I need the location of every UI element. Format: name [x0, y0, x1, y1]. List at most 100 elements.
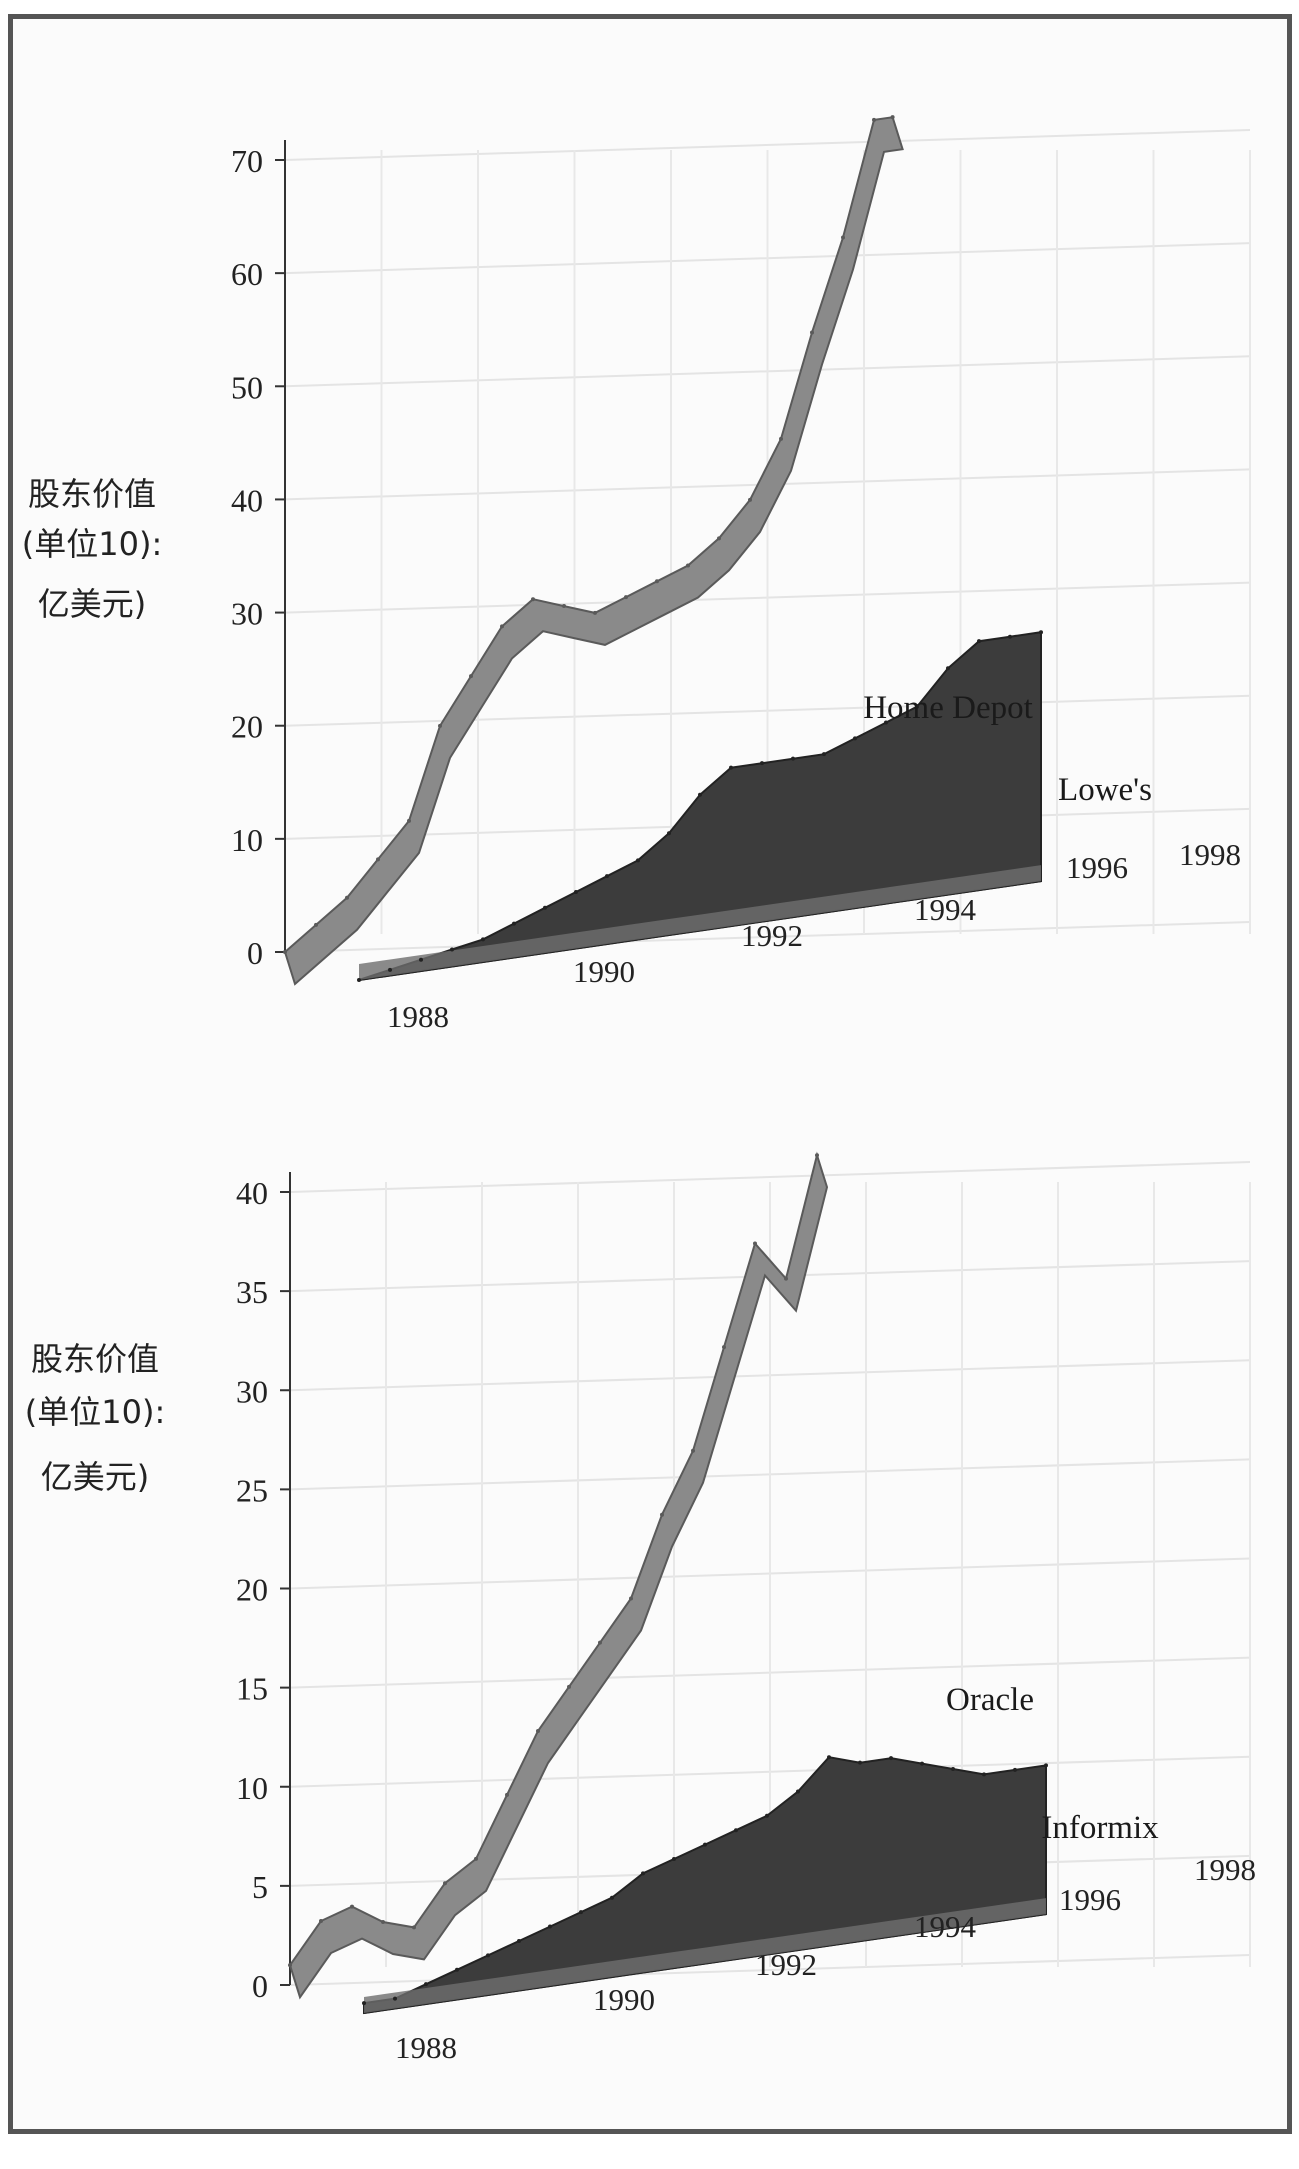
data-point-lowe-s — [698, 792, 702, 797]
data-point-oracle — [567, 1684, 571, 1689]
y-tick-label: 5 — [252, 1869, 268, 1905]
data-point-oracle — [412, 1925, 416, 1930]
y-tick-label: 40 — [231, 482, 263, 518]
y-tick-label: 40 — [236, 1175, 268, 1211]
data-point-home-depot — [469, 674, 473, 679]
series-label-home-depot: Home Depot — [863, 690, 1033, 726]
y-tick-label: 25 — [236, 1472, 268, 1508]
data-point-oracle — [784, 1276, 788, 1281]
data-point-oracle — [722, 1345, 726, 1350]
data-point-informix — [548, 1924, 552, 1929]
data-point-informix — [827, 1755, 831, 1760]
data-point-informix — [734, 1828, 738, 1833]
data-point-oracle — [753, 1241, 757, 1246]
y-axis-label: 股东价值 — [31, 1340, 159, 1378]
data-point-home-depot — [438, 723, 442, 728]
figure-frame — [8, 14, 1292, 2134]
x-tick-label: 1992 — [755, 1947, 817, 1982]
data-point-home-depot — [407, 818, 411, 823]
data-point-home-depot — [283, 950, 287, 954]
x-tick-label: 1990 — [593, 1982, 655, 2017]
data-point-home-depot — [686, 563, 690, 568]
series-label-oracle: Oracle — [946, 1682, 1034, 1718]
series-face-informix — [364, 1898, 1046, 2013]
data-point-lowe-s — [946, 666, 950, 671]
data-point-oracle — [319, 1919, 323, 1924]
data-point-home-depot — [841, 235, 845, 240]
x-tick-label: 1992 — [741, 918, 803, 953]
data-point-lowe-s — [605, 874, 609, 879]
y-tick-label: 30 — [231, 596, 263, 632]
data-point-home-depot — [655, 579, 659, 584]
data-point-lowe-s — [636, 858, 640, 863]
data-point-oracle — [536, 1728, 540, 1733]
data-point-informix — [579, 1910, 583, 1915]
data-point-lowe-s — [977, 639, 981, 644]
data-point-home-depot — [717, 536, 721, 541]
data-point-lowe-s — [667, 831, 671, 836]
y-axis-label: 亿美元) — [38, 585, 147, 623]
data-point-informix — [517, 1938, 521, 1943]
data-point-informix — [1044, 1763, 1048, 1768]
x-tick-label: 1988 — [387, 999, 449, 1034]
data-point-oracle — [350, 1904, 354, 1909]
data-point-lowe-s — [791, 756, 795, 761]
data-point-home-depot — [531, 597, 535, 602]
chart-home-depot-lowes: 0 10 20 30 40 50 60 70 股东价值 (单位10): 亿美元) Home Depot… — [22, 115, 1251, 1034]
data-point-informix — [703, 1842, 707, 1847]
data-point-home-depot — [779, 436, 783, 441]
data-point-lowe-s — [915, 704, 919, 709]
y-tick-label: 15 — [236, 1671, 268, 1707]
x-tick-label: 1996 — [1066, 850, 1128, 885]
y-tick-label: 20 — [231, 709, 263, 745]
data-point-lowe-s — [450, 947, 454, 952]
data-point-oracle — [629, 1596, 633, 1601]
data-point-informix — [672, 1857, 676, 1862]
data-point-lowe-s — [1008, 634, 1012, 639]
y-tick-label: 60 — [231, 256, 263, 292]
data-point-informix — [858, 1760, 862, 1765]
data-point-home-depot — [890, 115, 895, 120]
data-point-oracle — [505, 1792, 509, 1797]
data-point-lowe-s — [853, 736, 857, 741]
data-point-informix — [982, 1772, 986, 1777]
data-point-informix — [393, 1996, 397, 2001]
data-point-informix — [455, 1967, 459, 1972]
data-point-lowe-s — [419, 957, 423, 962]
data-point-lowe-s — [822, 752, 826, 757]
y-tick-label: 35 — [236, 1274, 268, 1310]
data-point-home-depot — [562, 604, 566, 609]
gridline-y — [289, 1161, 1251, 1193]
data-point-informix — [951, 1766, 955, 1771]
data-point-oracle — [381, 1919, 385, 1924]
y-axis-label: (单位10): — [25, 1393, 165, 1431]
data-point-informix — [1013, 1767, 1017, 1772]
y-tick-label: 0 — [247, 935, 263, 971]
data-point-oracle — [815, 1153, 819, 1158]
data-point-lowe-s — [574, 889, 578, 894]
data-point-home-depot — [345, 895, 349, 900]
series-label-lowe-s: Lowe's — [1058, 772, 1152, 808]
y-tick-label: 10 — [231, 822, 263, 858]
data-point-oracle — [474, 1856, 478, 1861]
y-tick-label: 50 — [231, 369, 263, 405]
gridline-y — [284, 921, 1251, 953]
data-point-home-depot — [748, 497, 752, 502]
x-tick-label: 1996 — [1059, 1882, 1121, 1917]
data-point-lowe-s — [512, 921, 516, 926]
data-point-oracle — [443, 1881, 447, 1886]
y-axis-label: (单位10): — [22, 525, 162, 563]
data-point-oracle — [660, 1512, 664, 1517]
y-axis-label: 股东价值 — [28, 475, 156, 513]
data-point-home-depot — [500, 624, 504, 629]
y-tick-label: 20 — [236, 1572, 268, 1608]
data-point-lowe-s — [388, 967, 392, 972]
data-point-informix — [796, 1789, 800, 1794]
gridline-y — [284, 129, 1251, 161]
data-point-lowe-s — [729, 765, 733, 770]
data-point-home-depot — [624, 595, 628, 600]
x-tick-label: 1990 — [573, 954, 635, 989]
series-face-lowe-s — [359, 865, 1041, 980]
data-point-lowe-s — [884, 720, 888, 725]
